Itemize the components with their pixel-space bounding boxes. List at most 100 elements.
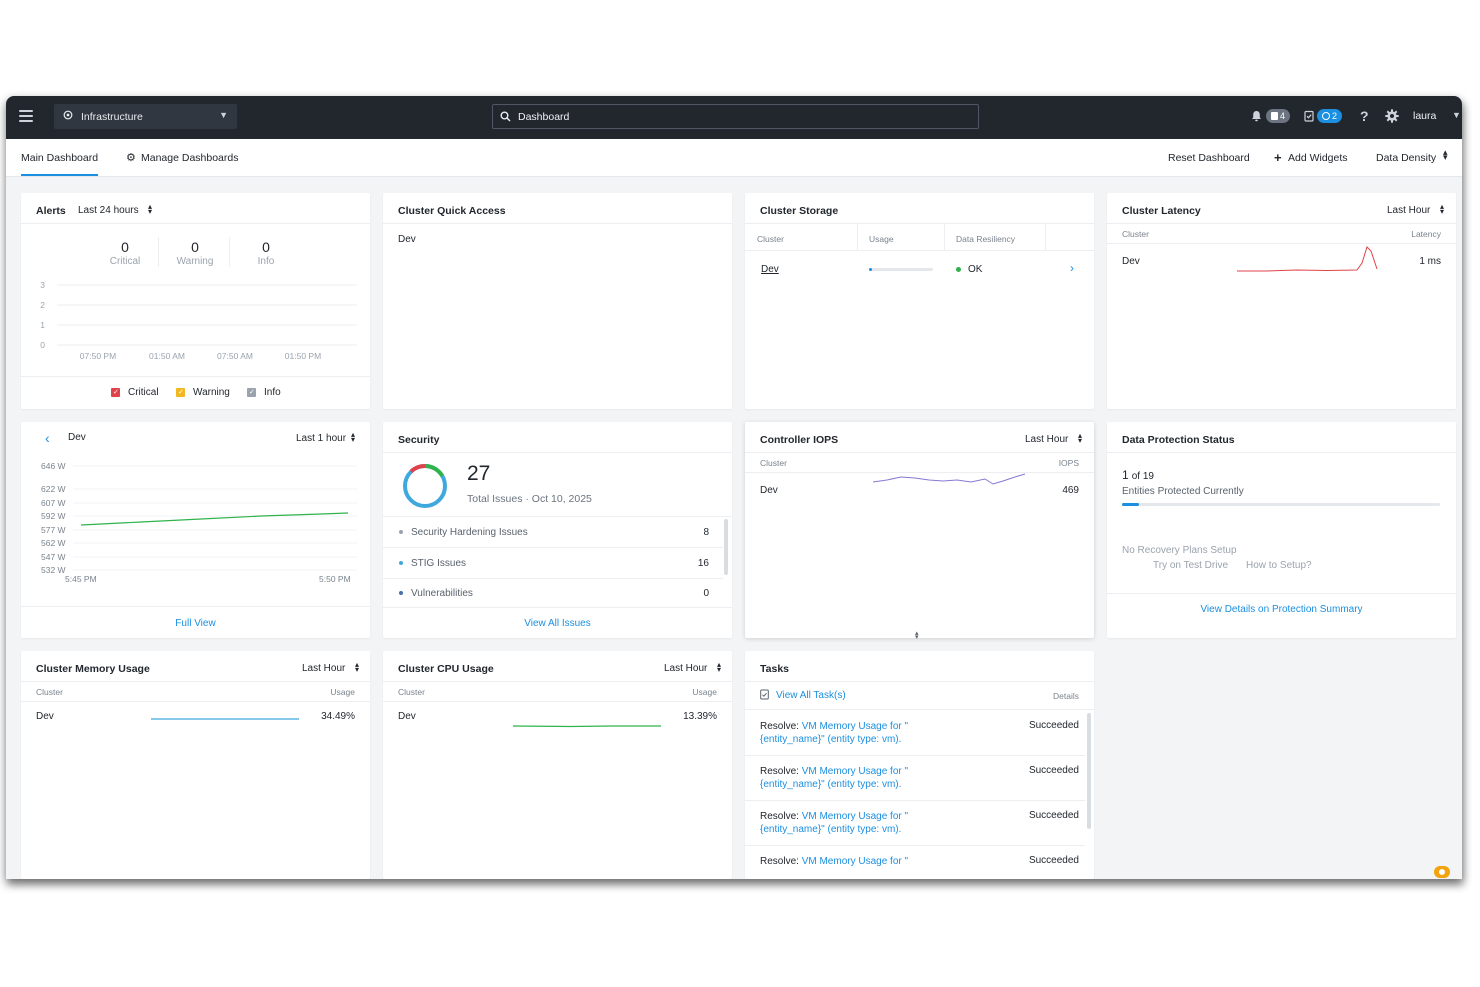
infrastructure-icon <box>63 110 73 120</box>
chevron-right-icon[interactable]: › <box>1070 261 1074 275</box>
divider <box>21 376 370 377</box>
tasks-icon[interactable] <box>1304 110 1314 122</box>
list-item: Resolve: VM Memory Usage for " {entity_n… <box>745 801 1085 845</box>
legend-label: Info <box>264 387 281 398</box>
sort-icon: ▴ ▾ <box>355 660 360 674</box>
resize-handle-icon[interactable]: ▴ ▾ <box>915 630 919 641</box>
scrollbar[interactable] <box>1087 713 1091 829</box>
divider <box>1107 452 1456 453</box>
view-all-issues-link[interactable]: View All Issues <box>524 618 591 629</box>
list-item[interactable]: Vulnerabilities 0 <box>383 579 723 607</box>
task-link[interactable]: VM Memory Usage for " <box>801 721 909 732</box>
task-prefix: Resolve: <box>760 721 799 732</box>
issue-label: Vulnerabilities <box>411 588 473 599</box>
time-range-select[interactable]: Last Hour <box>1025 434 1069 445</box>
protected-count-total: of 19 <box>1131 471 1154 482</box>
feedback-button[interactable] <box>1434 866 1450 878</box>
tab-manage-dashboards[interactable]: Manage Dashboards <box>141 152 239 164</box>
view-all-tasks-link[interactable]: View All Task(s) <box>776 690 846 701</box>
cluster-power-widget: ‹ Dev Last 1 hour ▴ ▾ 646 W 622 W 607 W 592 … <box>21 422 370 638</box>
time-range-select[interactable]: Last 1 hour <box>296 433 347 444</box>
menu-icon[interactable] <box>19 110 33 122</box>
count-value: 0 <box>191 239 199 255</box>
list-item[interactable]: STIG Issues 16 <box>383 548 723 578</box>
list-item[interactable]: Security Hardening Issues 8 <box>383 517 723 547</box>
alert-count-info[interactable]: 0 Info <box>241 239 291 267</box>
alerts-badge[interactable]: 4 <box>1266 109 1291 123</box>
chevron-down-icon[interactable]: ▼ <box>1452 110 1461 120</box>
test-drive-link[interactable]: Try on Test Drive <box>1153 560 1229 571</box>
task-link[interactable]: VM Memory Usage for " <box>801 766 909 777</box>
add-widgets-button[interactable]: Add Widgets <box>1288 152 1348 164</box>
scrollbar[interactable] <box>724 519 728 575</box>
protected-count-value: 1 <box>1122 468 1129 482</box>
divider <box>745 452 1094 453</box>
cluster-link[interactable]: Dev <box>398 234 416 245</box>
cluster-latency-widget: Cluster Latency Last Hour ▴ ▾ Cluster Lat… <box>1107 193 1456 409</box>
cpu-sparkline <box>512 725 661 728</box>
divider <box>383 607 732 608</box>
task-link[interactable]: VM Memory Usage for " <box>801 856 909 867</box>
time-range-select[interactable]: Last Hour <box>302 663 346 674</box>
alert-count-warning[interactable]: 0 Warning <box>170 239 220 267</box>
list-item: Resolve: VM Memory Usage for " {entity_n… <box>745 756 1085 800</box>
data-density-button[interactable]: Data Density <box>1376 152 1437 164</box>
divider <box>745 755 1085 756</box>
y-tick-label: 532 W <box>41 565 66 575</box>
alert-count-critical[interactable]: 0 Critical <box>100 239 150 267</box>
resiliency-status: OK <box>968 264 983 275</box>
column-header: Usage <box>869 234 894 244</box>
user-menu[interactable]: laura <box>1413 110 1437 122</box>
sort-icon: ▴ ▾ <box>1078 431 1083 445</box>
plus-icon: + <box>1274 150 1282 165</box>
time-range-select[interactable]: Last Hour <box>664 663 708 674</box>
search-box[interactable] <box>492 104 979 129</box>
legend-checkbox[interactable]: ✓ <box>111 388 120 397</box>
protection-progress-fill <box>1122 503 1139 506</box>
task-link[interactable]: VM Memory Usage for " <box>801 811 909 822</box>
legend-label: Warning <box>193 387 230 398</box>
search-icon <box>500 111 511 122</box>
divider <box>745 845 1085 846</box>
help-icon[interactable]: ? <box>1360 108 1369 124</box>
task-detail[interactable]: {entity_name}" (entity type: vm). <box>760 734 902 745</box>
divider <box>383 516 732 517</box>
tasks-badge[interactable]: 2 <box>1317 109 1343 123</box>
context-label: Infrastructure <box>81 111 143 123</box>
x-tick-label: 07:50 AM <box>217 351 253 361</box>
y-tick-label: 0 <box>40 340 45 350</box>
legend-checkbox[interactable]: ✓ <box>176 388 185 397</box>
count-label: Critical <box>109 256 141 267</box>
chevron-left-icon[interactable]: ‹ <box>45 430 50 446</box>
total-issues-count: 27 <box>467 462 491 485</box>
tab-main-dashboard[interactable]: Main Dashboard <box>21 152 99 176</box>
column-header: IOPS <box>1058 458 1079 468</box>
issue-count: 16 <box>697 558 709 569</box>
legend-checkbox[interactable]: ✓ <box>247 388 256 397</box>
widget-title: Cluster CPU Usage <box>398 663 494 675</box>
context-selector[interactable]: Infrastructure ▼ <box>54 104 237 129</box>
cluster-memory-widget: Cluster Memory Usage Last Hour ▴ ▾ Cluste… <box>21 651 370 879</box>
y-tick-label: 622 W <box>41 484 66 494</box>
full-view-link[interactable]: Full View <box>175 618 216 629</box>
alerts-widget: Alerts Last 24 hours ▴ ▾ 0 Critical 0 War… <box>21 193 370 409</box>
time-range-select[interactable]: Last 24 hours <box>78 205 139 216</box>
count-label: Warning <box>176 256 214 267</box>
search-input[interactable] <box>518 109 958 125</box>
how-to-setup-link[interactable]: How to Setup? <box>1246 560 1312 571</box>
gear-icon[interactable] <box>1385 109 1399 123</box>
bell-icon[interactable] <box>1251 110 1262 122</box>
column-header: Details <box>1053 691 1079 701</box>
count-value: 0 <box>262 239 270 255</box>
app-window: Infrastructure ▼ 4 2 ? <box>6 96 1462 879</box>
protection-summary-link[interactable]: View Details on Protection Summary <box>1200 604 1363 615</box>
cluster-link[interactable]: Dev <box>761 264 779 275</box>
task-detail[interactable]: {entity_name}" (entity type: vm). <box>760 824 902 835</box>
bullet <box>399 591 403 595</box>
cluster-cpu-widget: Cluster CPU Usage Last Hour ▴ ▾ Cluster U… <box>383 651 732 879</box>
issue-label: STIG Issues <box>411 558 467 569</box>
time-range-select[interactable]: Last Hour <box>1387 205 1431 216</box>
reset-dashboard-button[interactable]: Reset Dashboard <box>1168 152 1250 164</box>
task-detail[interactable]: {entity_name}" (entity type: vm). <box>760 779 902 790</box>
protection-progress-bar <box>1122 503 1440 506</box>
